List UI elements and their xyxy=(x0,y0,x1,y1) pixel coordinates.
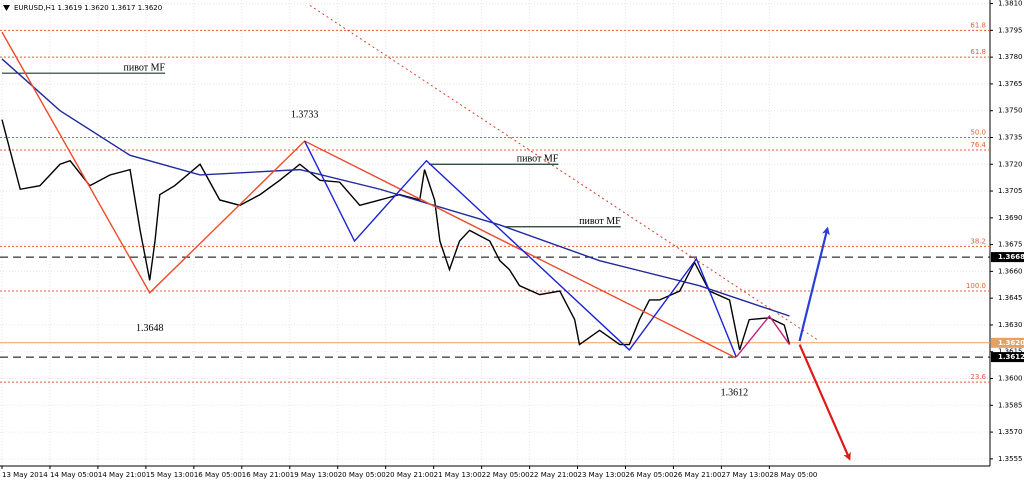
value-label: 1.3648 xyxy=(136,323,164,334)
price-box xyxy=(991,337,1024,348)
x-tick-label: 23 May 13:00 xyxy=(578,471,626,479)
x-tick-label: 22 May 21:00 xyxy=(530,471,578,479)
x-tick-label: 26 May 05:00 xyxy=(625,471,673,479)
y-tick-label: 1.3795 xyxy=(998,26,1023,34)
fib-level-label: 50.0 xyxy=(970,128,986,136)
y-tick-label: 1.3630 xyxy=(998,321,1023,329)
fib-level-label: 76.4 xyxy=(970,141,986,149)
series-line xyxy=(1,119,791,351)
forecast-arrow xyxy=(798,344,851,461)
value-label: 1.3733 xyxy=(291,109,319,120)
pivot-label: пивот MF xyxy=(124,62,166,73)
price-box-label: 1.3620 xyxy=(998,339,1024,347)
y-tick-label: 1.3660 xyxy=(998,267,1023,275)
series-line xyxy=(735,314,791,358)
x-tick-label: 27 May 13:00 xyxy=(721,471,769,479)
fib-level-label: 38.2 xyxy=(970,237,986,245)
series-line xyxy=(1,58,790,317)
y-tick-label: 1.3600 xyxy=(998,375,1023,383)
y-tick-label: 1.3645 xyxy=(998,294,1023,302)
header-icon xyxy=(3,5,10,11)
x-tick-label: 15 May 13:00 xyxy=(146,471,194,479)
x-tick-label: 19 May 13:00 xyxy=(290,471,338,479)
value-label: 1.3612 xyxy=(721,387,749,398)
y-tick-label: 1.3765 xyxy=(998,80,1023,88)
x-tick-label: 16 May 21:00 xyxy=(242,471,290,479)
x-tick-label: 13 May 2014 xyxy=(2,471,48,479)
fib-level-label: 23.6 xyxy=(970,373,986,381)
x-tick-label: 20 May 05:00 xyxy=(338,471,386,479)
fib-level-label: 100.0 xyxy=(966,282,986,290)
y-tick-label: 1.3675 xyxy=(998,241,1023,249)
series-line xyxy=(309,4,820,342)
price-box-label: 1.3612 xyxy=(998,353,1024,361)
x-tick-label: 22 May 05:00 xyxy=(482,471,530,479)
chart-header: EURUSD,H1 1.3619 1.3620 1.3617 1.3620 xyxy=(14,4,162,12)
series-line xyxy=(304,140,737,358)
y-tick-label: 1.3780 xyxy=(998,53,1023,61)
y-tick-label: 1.3810 xyxy=(998,0,1023,8)
y-tick-label: 1.3750 xyxy=(998,107,1023,115)
price-box xyxy=(991,352,1024,363)
pivot-label: пивот MF xyxy=(579,216,621,227)
x-tick-label: 28 May 05:00 xyxy=(769,471,817,479)
x-tick-label: 20 May 21:00 xyxy=(386,471,434,479)
y-tick-label: 1.3690 xyxy=(998,214,1023,222)
y-tick-label: 1.3720 xyxy=(998,160,1023,168)
fib-level-label: 61.8 xyxy=(970,21,986,29)
y-tick-label: 1.3615 xyxy=(998,348,1023,356)
y-tick-label: 1.3585 xyxy=(998,401,1023,409)
forecast-arrow xyxy=(798,226,830,342)
y-tick-label: 1.3570 xyxy=(998,428,1023,436)
y-tick-label: 1.3705 xyxy=(998,187,1023,195)
x-tick-label: 26 May 21:00 xyxy=(673,471,721,479)
series-line xyxy=(1,31,735,358)
fib-level-label: 61.8 xyxy=(970,48,986,56)
price-box xyxy=(991,252,1024,263)
price-box-label: 1.3668 xyxy=(998,253,1024,261)
x-tick-label: 21 May 13:00 xyxy=(434,471,482,479)
y-tick-label: 1.3735 xyxy=(998,133,1023,141)
y-tick-label: 1.3555 xyxy=(998,455,1023,463)
pivot-label: пивот MF xyxy=(517,154,559,165)
x-tick-label: 14 May 05:00 xyxy=(50,471,98,479)
x-tick-label: 14 May 21:00 xyxy=(98,471,146,479)
x-tick-label: 16 May 05:00 xyxy=(194,471,242,479)
